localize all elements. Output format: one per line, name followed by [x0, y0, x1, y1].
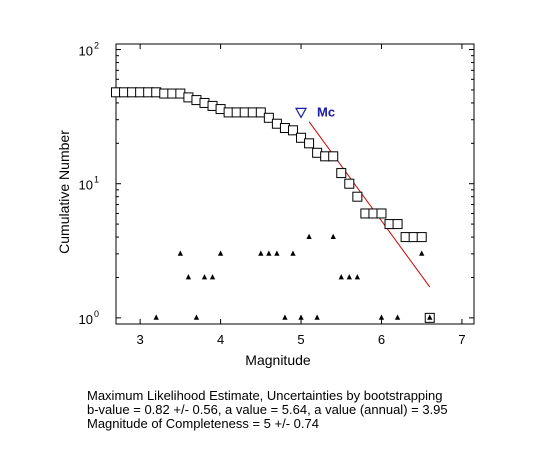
y-tick-exponent: 2 [94, 41, 99, 51]
cumulative-point [304, 138, 315, 149]
y-tick-label: 10 [79, 44, 93, 59]
plot-axes [115, 43, 475, 325]
non-cumulative-point [346, 274, 352, 280]
non-cumulative-point [193, 314, 200, 320]
cumulative-point [376, 208, 387, 219]
caption-line-3: Magnitude of Completeness = 5 +/- 0.74 [87, 416, 319, 431]
plot-marks [111, 87, 435, 323]
cumulative-point [344, 178, 355, 189]
plot-frame [115, 43, 475, 325]
cumulative-point [263, 112, 274, 123]
non-cumulative-point [274, 250, 280, 256]
x-tick-label: 3 [137, 332, 144, 347]
caption-line-2: b-value = 0.82 +/- 0.56, a value = 5.64,… [87, 402, 448, 417]
non-cumulative-point [330, 233, 336, 239]
mc-marker [295, 107, 308, 119]
cumulative-point [352, 191, 363, 202]
non-cumulative-point [217, 250, 224, 256]
cumulative-point [416, 232, 427, 243]
y-tick-label: 10 [79, 312, 93, 327]
non-cumulative-point [258, 250, 264, 256]
non-cumulative-point [266, 250, 272, 256]
caption-line-1: Maximum Likelihood Estimate, Uncertainti… [87, 388, 443, 403]
y-tick-label: 10 [79, 178, 93, 193]
non-cumulative-point [338, 274, 344, 280]
x-tick-label: 4 [217, 332, 224, 347]
fit-line [308, 121, 431, 288]
non-cumulative-point [153, 314, 159, 320]
mc-label: Mc [317, 104, 335, 119]
y-tick-exponent: 1 [94, 175, 99, 185]
x-tick-label: 5 [297, 332, 304, 347]
non-cumulative-point [394, 314, 401, 320]
non-cumulative-point [306, 233, 312, 239]
non-cumulative-point [177, 250, 184, 256]
non-cumulative-point [185, 274, 192, 280]
x-tick-label: 7 [458, 332, 465, 347]
non-cumulative-point [290, 250, 296, 256]
non-cumulative-point [378, 314, 385, 320]
non-cumulative-point [354, 274, 360, 280]
cumulative-point [336, 168, 347, 179]
cumulative-point [287, 125, 298, 136]
non-cumulative-point [298, 314, 304, 320]
y-axis-title: Cumulative Number [56, 130, 72, 254]
non-cumulative-point [419, 250, 425, 256]
non-cumulative-point [209, 274, 216, 280]
non-cumulative-point [282, 314, 288, 320]
non-cumulative-point [314, 314, 320, 320]
cumulative-point [255, 107, 266, 118]
x-tick-label: 6 [378, 332, 385, 347]
y-tick-exponent: 0 [94, 309, 99, 319]
cumulative-point [328, 151, 339, 162]
non-cumulative-point [201, 274, 208, 280]
non-cumulative-point [427, 314, 433, 320]
cumulative-point [296, 132, 307, 143]
caption: Maximum Likelihood Estimate, Uncertainti… [87, 389, 448, 431]
cumulative-point [392, 219, 403, 230]
x-axis-title: Magnitude [245, 352, 311, 368]
